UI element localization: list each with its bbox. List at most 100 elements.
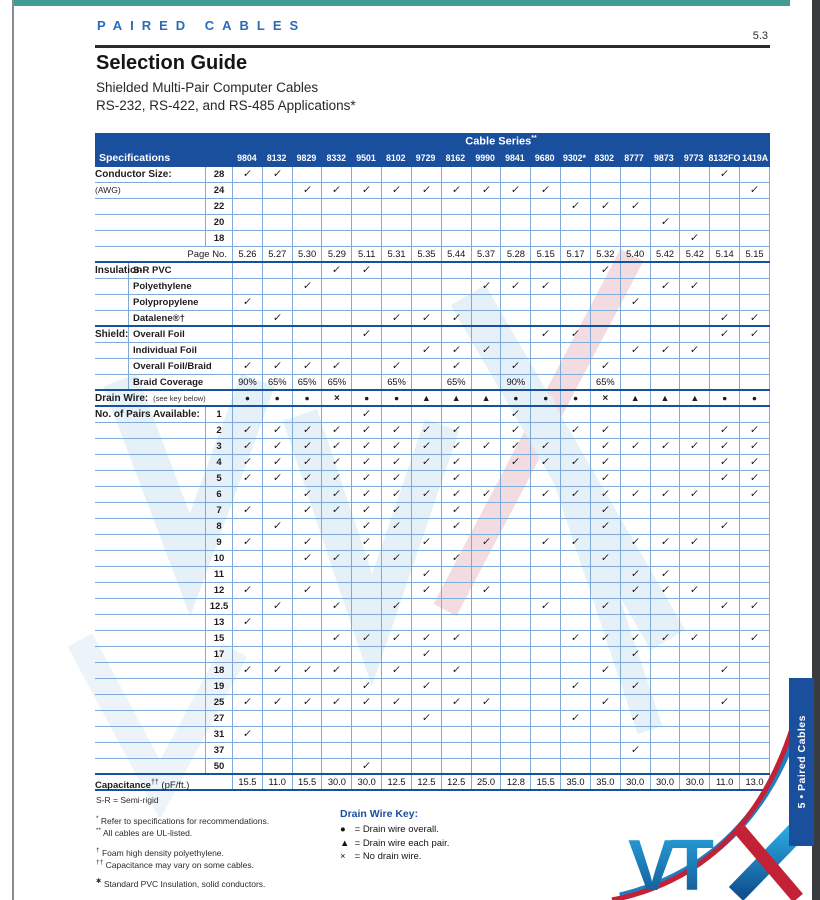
section-header: PAIRED CABLES bbox=[97, 18, 307, 33]
check-mark: ✓ bbox=[749, 472, 760, 484]
row-sublabel: 13 bbox=[205, 615, 232, 630]
data-cell bbox=[619, 279, 650, 294]
data-cell bbox=[232, 519, 262, 534]
data-cell: ✓ bbox=[381, 471, 411, 486]
column-header-8102: 8102 bbox=[386, 152, 406, 163]
cell-value: 30.0 bbox=[685, 777, 704, 787]
data-cell bbox=[649, 663, 680, 678]
check-mark: ✓ bbox=[600, 440, 611, 452]
data-cell: ✓ bbox=[619, 743, 650, 758]
data-cell: 5.28 bbox=[500, 247, 530, 261]
data-cell bbox=[410, 743, 441, 758]
data-cell: ✓ bbox=[291, 471, 322, 486]
data-cell: ✓ bbox=[619, 647, 650, 662]
check-mark: ✓ bbox=[629, 440, 641, 452]
row-sublabel: Overall Foil bbox=[128, 327, 232, 342]
data-cell bbox=[530, 759, 560, 773]
data-cell: ✓ bbox=[440, 663, 471, 678]
data-cell: 30.0 bbox=[649, 775, 680, 789]
data-cell bbox=[530, 743, 560, 758]
row-label-cell: 10 bbox=[95, 551, 232, 566]
data-cell bbox=[351, 231, 381, 246]
data-cell bbox=[500, 695, 530, 710]
data-cell bbox=[232, 631, 262, 646]
data-cell bbox=[739, 519, 770, 534]
data-cell bbox=[261, 407, 292, 422]
check-mark: ✓ bbox=[301, 536, 313, 548]
check-mark: ✓ bbox=[421, 456, 432, 468]
data-cell bbox=[649, 599, 680, 614]
data-cell bbox=[291, 263, 322, 278]
check-mark: ✓ bbox=[659, 536, 671, 548]
check-mark: ✓ bbox=[242, 440, 253, 452]
data-cell bbox=[589, 167, 620, 182]
data-cell: ✓ bbox=[381, 631, 411, 646]
cell-value: 90% bbox=[238, 377, 257, 387]
data-cell bbox=[321, 311, 351, 325]
data-cell: ✓ bbox=[321, 423, 351, 438]
data-cell: ✓ bbox=[649, 279, 680, 294]
data-cell: ✓ bbox=[232, 359, 262, 374]
data-cell bbox=[589, 327, 620, 342]
check-mark: ✓ bbox=[689, 232, 701, 244]
check-mark: ✓ bbox=[629, 344, 641, 356]
check-mark: ✓ bbox=[361, 632, 373, 644]
data-cell: ● bbox=[261, 391, 292, 405]
check-mark: ✓ bbox=[421, 344, 432, 356]
row-label-cell: 37 bbox=[95, 743, 232, 758]
logo-vt-letters: VT bbox=[628, 826, 714, 900]
data-cell: ✓ bbox=[321, 487, 351, 502]
data-cell bbox=[291, 743, 322, 758]
data-cell bbox=[381, 615, 411, 630]
check-mark: ✓ bbox=[719, 456, 730, 468]
row-sublabel: 37 bbox=[205, 743, 232, 758]
data-cell bbox=[470, 471, 501, 486]
check-mark: ✓ bbox=[749, 440, 760, 452]
check-mark: ✓ bbox=[451, 424, 462, 436]
data-cell bbox=[530, 311, 560, 325]
column-header-9829: 9829 bbox=[296, 152, 317, 163]
data-cell bbox=[619, 503, 650, 518]
data-cell: ✓ bbox=[291, 439, 322, 454]
row-label-cell: 9 bbox=[95, 535, 232, 550]
row-sublabel: Braid Coverage bbox=[128, 375, 232, 389]
row-sublabel: Datalene®† bbox=[128, 311, 232, 325]
data-cell bbox=[739, 375, 770, 389]
data-cell: ✓ bbox=[321, 455, 351, 470]
data-cell bbox=[739, 615, 770, 630]
check-mark: ✓ bbox=[600, 456, 611, 468]
data-cell: 5.32 bbox=[589, 247, 620, 261]
data-cell: ✓ bbox=[440, 343, 471, 358]
data-cell bbox=[351, 663, 381, 678]
data-cell bbox=[500, 311, 530, 325]
data-cell bbox=[709, 263, 739, 278]
data-cell bbox=[739, 215, 770, 230]
data-cell bbox=[619, 599, 650, 614]
drain-key-item: ● = Drain wire overall. bbox=[340, 824, 439, 835]
data-cell bbox=[232, 343, 262, 358]
data-cell: ✓ bbox=[351, 535, 381, 550]
data-cell bbox=[530, 167, 560, 182]
data-cell bbox=[232, 759, 262, 773]
column-header-9990: 9990 bbox=[475, 152, 495, 163]
check-mark: ✓ bbox=[540, 440, 552, 452]
row-sublabel: 22 bbox=[205, 199, 232, 214]
data-cell bbox=[679, 551, 709, 566]
data-cell bbox=[291, 311, 322, 325]
data-cell bbox=[410, 199, 441, 214]
data-cell bbox=[232, 599, 262, 614]
data-cell bbox=[440, 567, 471, 582]
data-cell bbox=[500, 471, 530, 486]
data-cell bbox=[560, 567, 590, 582]
data-cell bbox=[410, 663, 441, 678]
data-cell bbox=[500, 503, 530, 518]
data-cell: ✓ bbox=[589, 519, 620, 534]
data-cell bbox=[649, 231, 680, 246]
data-cell: ✓ bbox=[589, 503, 620, 518]
check-mark: ✓ bbox=[301, 696, 313, 708]
data-cell bbox=[619, 407, 650, 422]
data-cell: ✓ bbox=[261, 359, 292, 374]
data-cell: ✓ bbox=[440, 359, 471, 374]
column-header-9841: 9841 bbox=[505, 152, 525, 163]
drain-key-item: ▲ = Drain wire each pair. bbox=[340, 837, 450, 849]
